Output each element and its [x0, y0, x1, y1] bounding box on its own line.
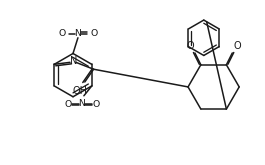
Text: N: N [78, 99, 85, 108]
Text: O: O [90, 29, 97, 38]
Text: N: N [70, 56, 78, 66]
Text: OH: OH [72, 86, 87, 96]
Text: O: O [92, 100, 99, 109]
Text: O: O [65, 100, 72, 109]
Text: O: O [186, 41, 194, 51]
Text: O: O [59, 29, 66, 38]
Text: N: N [74, 29, 81, 38]
Text: O: O [233, 41, 241, 51]
